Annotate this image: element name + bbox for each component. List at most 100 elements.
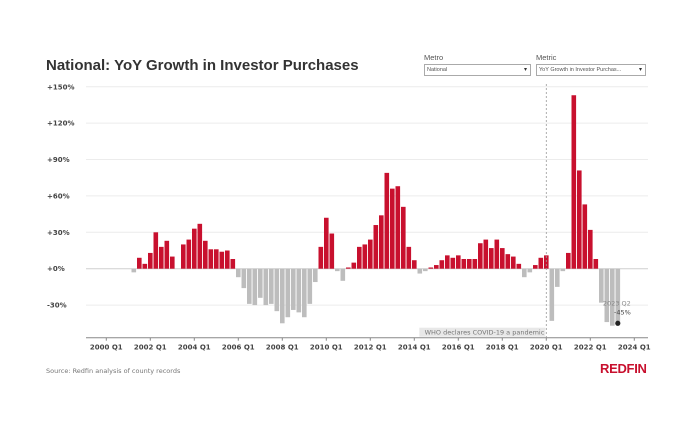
bar xyxy=(274,268,280,312)
bar xyxy=(197,223,203,269)
bar xyxy=(494,239,500,269)
x-tick-label: 2002 Q1 xyxy=(134,344,167,352)
bar xyxy=(456,255,461,269)
bar xyxy=(566,252,571,269)
bar xyxy=(159,246,164,269)
bar xyxy=(214,249,219,269)
bar xyxy=(203,240,208,269)
bar xyxy=(489,248,494,269)
bar xyxy=(252,268,258,306)
bar xyxy=(285,268,291,318)
y-tick-label: -30% xyxy=(47,302,67,310)
bar xyxy=(533,265,538,269)
bar xyxy=(577,170,582,269)
x-tick-label: 2006 Q1 xyxy=(222,344,255,352)
bar xyxy=(560,268,566,272)
x-tick-label: 2008 Q1 xyxy=(266,344,299,352)
metro-filter-label: Metro xyxy=(424,53,444,62)
bar xyxy=(219,251,225,269)
bar xyxy=(153,232,159,269)
x-tick-label: 2020 Q1 xyxy=(530,344,563,352)
bar xyxy=(588,229,593,269)
bar xyxy=(599,268,604,303)
y-tick-label: +60% xyxy=(47,192,70,200)
bar xyxy=(170,256,175,269)
metro-filter: Metro National ▾ xyxy=(424,53,531,76)
source-note: Source: Redfin analysis of county record… xyxy=(46,367,181,375)
y-tick-label: +90% xyxy=(47,156,70,164)
bar xyxy=(225,250,230,269)
bar xyxy=(500,248,505,269)
bar xyxy=(445,255,450,269)
bar xyxy=(307,268,313,304)
bar xyxy=(351,262,357,269)
latest-point-value: -45% xyxy=(614,308,631,316)
bar xyxy=(340,268,346,281)
y-tick-label: +0% xyxy=(47,265,65,273)
metric-dropdown-value: YoY Growth in Investor Purchas... xyxy=(539,67,622,73)
chart-title: National: YoY Growth in Investor Purchas… xyxy=(46,57,359,74)
metro-dropdown-value: National xyxy=(427,67,448,73)
bar xyxy=(384,172,390,269)
bar xyxy=(615,268,621,324)
metric-dropdown[interactable]: YoY Growth in Investor Purchas... ▾ xyxy=(536,64,646,76)
bar xyxy=(241,268,247,289)
bar xyxy=(423,268,428,272)
bar xyxy=(401,206,406,269)
x-tick-label: 2000 Q1 xyxy=(90,344,123,352)
x-tick-label: 2014 Q1 xyxy=(398,344,431,352)
bar xyxy=(582,204,588,269)
bar xyxy=(280,268,285,324)
bar xyxy=(555,268,560,287)
x-tick-label: 2016 Q1 xyxy=(442,344,475,352)
y-tick-label: +30% xyxy=(47,229,70,237)
bar xyxy=(258,268,263,298)
y-tick-label: +150% xyxy=(47,83,75,91)
bar xyxy=(428,267,434,269)
bar xyxy=(379,215,384,269)
x-tick-label: 2018 Q1 xyxy=(486,344,519,352)
bar xyxy=(313,268,318,283)
bar xyxy=(137,257,142,269)
latest-point-date: 2023 Q2 xyxy=(603,299,631,307)
x-tick-label: 2012 Q1 xyxy=(354,344,387,352)
bar xyxy=(346,267,351,269)
redfin-logo: REDFIN xyxy=(600,361,647,376)
covid-annotation-background xyxy=(419,327,546,337)
bar xyxy=(395,186,401,269)
bar xyxy=(544,255,549,269)
bar xyxy=(593,258,599,269)
bar xyxy=(324,217,329,269)
bar xyxy=(478,243,483,269)
bar xyxy=(164,240,170,269)
bar xyxy=(329,233,335,269)
x-tick-label: 2010 Q1 xyxy=(310,344,343,352)
bar xyxy=(335,268,340,272)
bar xyxy=(208,249,214,269)
bar xyxy=(181,244,186,269)
bar xyxy=(247,268,252,304)
bar xyxy=(291,268,296,310)
bar xyxy=(318,246,324,269)
bar xyxy=(549,268,555,321)
bar xyxy=(142,263,148,269)
bar xyxy=(186,239,192,269)
bar xyxy=(390,188,395,269)
dropdown-arrow-icon: ▾ xyxy=(523,67,527,73)
metric-filter-label: Metric xyxy=(536,53,557,62)
bar xyxy=(511,256,516,269)
bar xyxy=(604,268,610,323)
bar xyxy=(439,260,445,269)
bar xyxy=(131,268,137,273)
bar xyxy=(461,258,467,269)
bar xyxy=(516,263,522,269)
bar xyxy=(362,244,368,269)
bar xyxy=(571,95,577,269)
x-tick-label: 2004 Q1 xyxy=(178,344,211,352)
bar xyxy=(230,258,236,269)
metro-dropdown[interactable]: National ▾ xyxy=(424,64,531,76)
metric-filter: Metric YoY Growth in Investor Purchas...… xyxy=(536,53,646,76)
bar xyxy=(434,265,439,269)
latest-point-marker xyxy=(615,320,621,326)
x-tick-label: 2022 Q1 xyxy=(574,344,607,352)
